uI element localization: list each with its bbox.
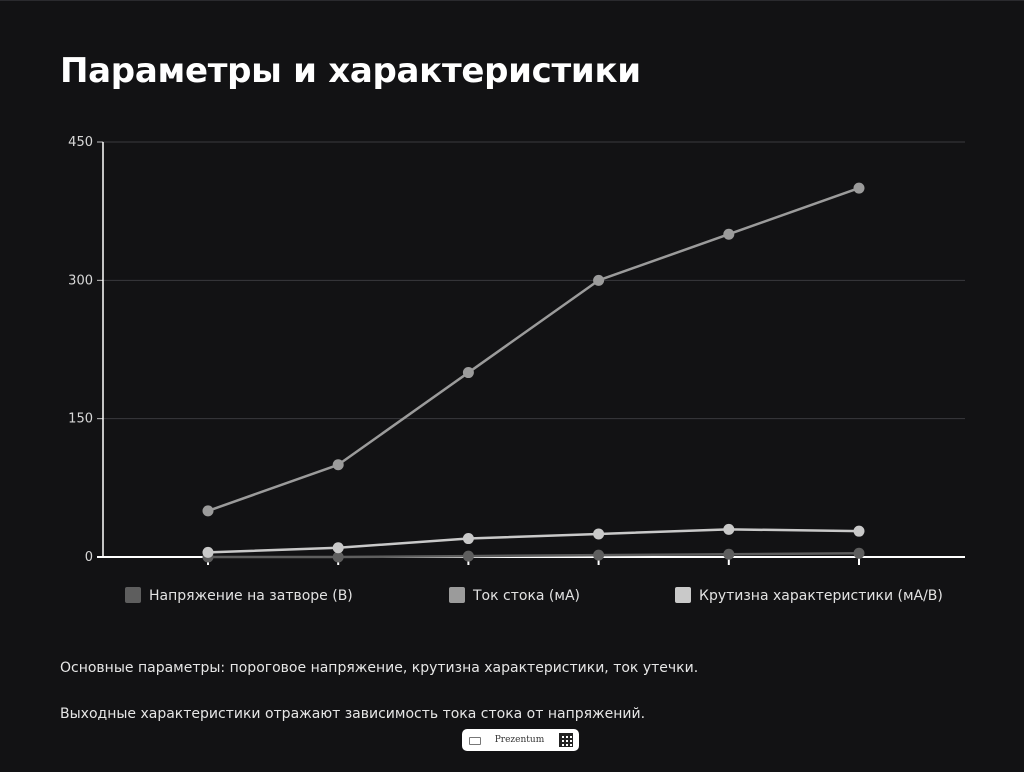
series-lines (202, 182, 865, 563)
data-point-series-3 (593, 528, 605, 540)
legend-swatch (675, 587, 691, 603)
note-parameters: Основные параметры: пороговое напряжение… (60, 660, 699, 676)
series-line-1 (208, 552, 860, 559)
data-point-series-3 (332, 542, 344, 554)
data-point-series-1 (462, 550, 474, 562)
data-point-series-2 (723, 228, 735, 240)
data-point-series-2 (853, 182, 865, 194)
grid-lines (103, 141, 965, 420)
data-point-series-2 (332, 459, 344, 471)
legend-swatch (449, 587, 465, 603)
data-point-series-1 (332, 551, 344, 563)
note-output-characteristics: Выходные характеристики отражают зависим… (60, 706, 646, 722)
data-point-series-1 (723, 548, 735, 560)
slide-title: Параметры и характеристики (60, 51, 641, 91)
data-point-series-1 (853, 547, 865, 559)
legend-label: Ток стока (мА) (472, 588, 580, 604)
qr-code-icon (559, 733, 573, 747)
data-point-series-2 (593, 274, 605, 286)
y-tick-label: 0 (85, 550, 93, 565)
legend-label: Напряжение на затворе (В) (149, 588, 353, 604)
legend-swatch (125, 587, 141, 603)
badge-text: Prezentum (494, 735, 545, 745)
data-point-series-3 (202, 546, 214, 558)
y-tick-label: 150 (68, 412, 93, 427)
legend-label: Крутизна характеристики (мА/В) (699, 588, 943, 604)
data-point-series-3 (723, 523, 735, 535)
data-point-series-1 (593, 549, 605, 561)
data-point-series-3 (853, 525, 865, 537)
y-tick-label: 300 (68, 273, 93, 288)
data-point-series-3 (462, 533, 474, 545)
prezentum-badge[interactable]: Prezentum (462, 729, 579, 751)
series-line-3 (207, 528, 860, 554)
y-tick-label: 450 (68, 135, 93, 150)
legend: Напряжение на затворе (В) Ток стока (мА) К… (125, 587, 943, 604)
line-chart: 0 150 300 450 Напряжение на затворе (В) Ток … (68, 135, 965, 604)
data-point-series-2 (202, 505, 214, 517)
presentation-logo-icon (468, 734, 481, 746)
data-point-series-2 (462, 367, 474, 379)
series-line-2 (207, 186, 860, 513)
